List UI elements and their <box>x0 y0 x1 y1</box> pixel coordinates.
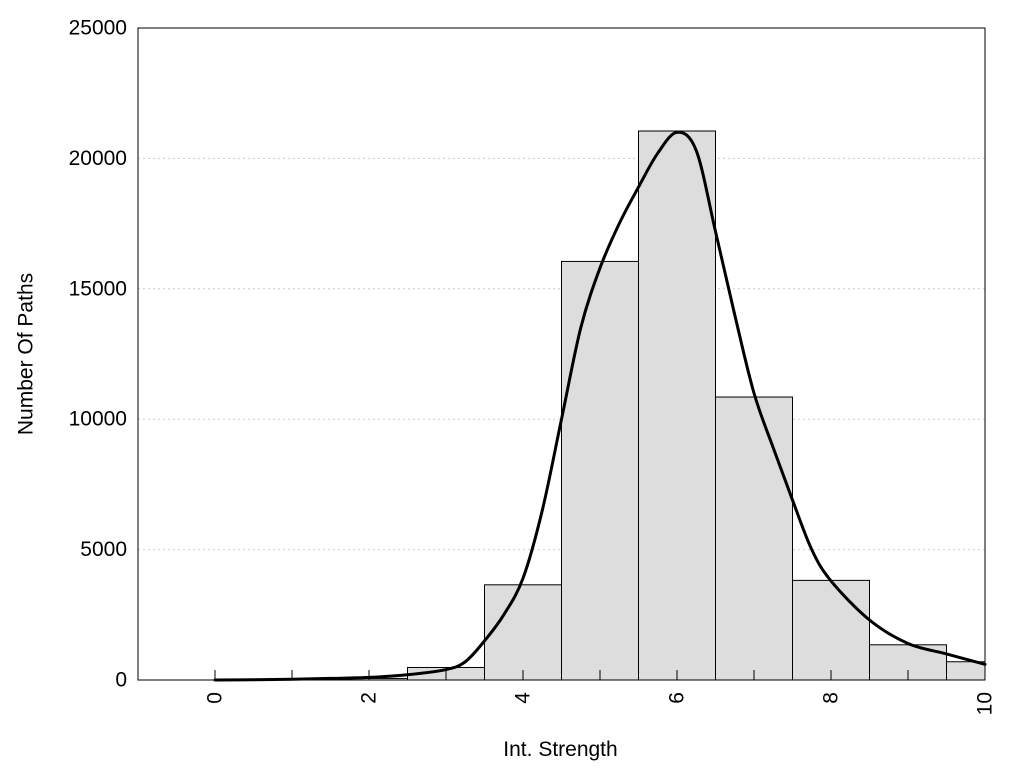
y-tick-label: 25000 <box>69 17 127 40</box>
y-axis-ticks: 0 5000 10000 15000 20000 25000 <box>69 17 127 692</box>
density-curve-layer <box>213 130 987 682</box>
y-tick-label: 0 <box>115 669 127 692</box>
histogram-bar <box>715 396 793 681</box>
grid-lines <box>138 157 985 551</box>
histogram-bar <box>946 661 986 681</box>
x-tick-label: 2 <box>358 692 381 704</box>
y-axis-title: Number Of Paths <box>15 273 38 435</box>
x-tick-label: 4 <box>512 692 535 704</box>
plot-frame <box>137 27 986 681</box>
x-tick-label: 6 <box>666 692 689 704</box>
histogram-bar <box>561 260 639 681</box>
x-tick-label: 8 <box>820 692 843 704</box>
x-tick-label: 0 <box>204 692 227 704</box>
histogram-bars <box>330 130 986 681</box>
x-axis-title: Int. Strength <box>503 738 617 761</box>
histogram-bar <box>484 584 562 681</box>
y-tick-label: 15000 <box>69 277 127 300</box>
y-tick-label: 5000 <box>80 538 127 561</box>
histogram-bar <box>792 579 870 681</box>
histogram-bar <box>638 130 716 681</box>
y-tick-label: 10000 <box>69 408 127 431</box>
x-axis-ticks: 0 2 4 6 8 10 <box>204 670 997 715</box>
x-tick-label: 10 <box>974 692 997 715</box>
density-curve <box>213 130 987 682</box>
y-tick-label: 20000 <box>69 147 127 170</box>
